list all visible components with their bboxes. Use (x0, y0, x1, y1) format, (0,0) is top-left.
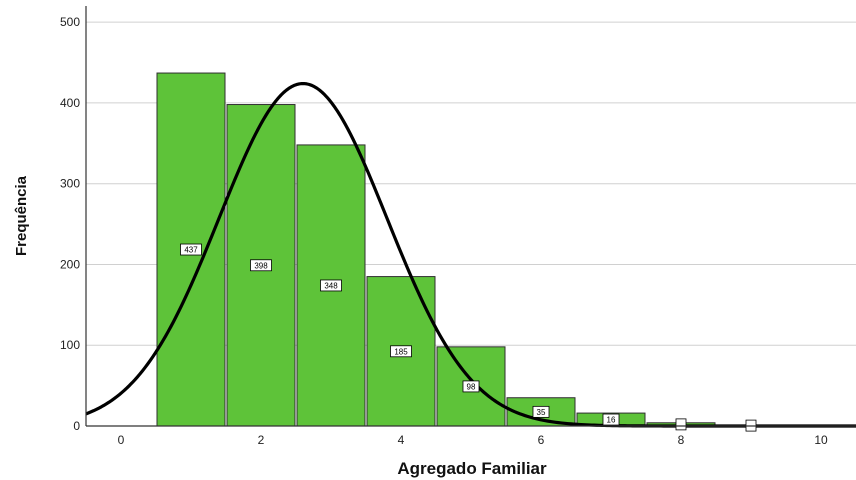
data-label-1: 437 (180, 243, 202, 256)
data-label-box (675, 418, 687, 431)
data-label-box (180, 243, 202, 256)
data-label-box (602, 413, 620, 426)
bars (156, 72, 786, 427)
x-tick-label: 2 (258, 433, 265, 447)
data-label-7: 16 (602, 413, 620, 426)
data-label-text: 437 (184, 246, 198, 255)
x-tick-label: 4 (398, 433, 405, 447)
data-label-text: 348 (324, 281, 338, 290)
data-label-text: 16 (607, 416, 616, 425)
data-label-4: 185 (390, 345, 412, 358)
y-tick-label: 200 (60, 257, 80, 271)
data-label-2: 398 (250, 259, 272, 272)
data-label-text: 98 (467, 382, 476, 391)
y-axis-title: Frequência (13, 175, 30, 256)
data-label-box (250, 259, 272, 272)
data-label-box (532, 405, 550, 418)
data-label-text: 35 (537, 408, 546, 417)
data-label-text: 185 (394, 347, 408, 356)
data-label-6: 35 (532, 405, 550, 418)
y-tick-label: 0 (73, 419, 80, 433)
data-label-box (390, 345, 412, 358)
x-tick-label: 8 (678, 433, 685, 447)
x-tick-label: 10 (814, 433, 828, 447)
data-label-5: 98 (462, 380, 480, 393)
x-tick-label: 6 (538, 433, 545, 447)
y-tick-label: 300 (60, 177, 80, 191)
data-label-box (462, 380, 480, 393)
data-label-3: 348 (320, 279, 342, 292)
x-tick-label: 0 (118, 433, 125, 447)
y-tick-label: 500 (60, 15, 80, 29)
data-label-box (320, 279, 342, 292)
y-tick-label: 400 (60, 96, 80, 110)
axes: 0 100 200 300 400 500 0 2 4 6 8 10 (60, 6, 856, 447)
x-axis-title: Agregado Familiar (397, 459, 547, 478)
data-label-8 (675, 418, 687, 431)
data-label-text: 398 (254, 261, 268, 270)
y-tick-label: 100 (60, 338, 80, 352)
